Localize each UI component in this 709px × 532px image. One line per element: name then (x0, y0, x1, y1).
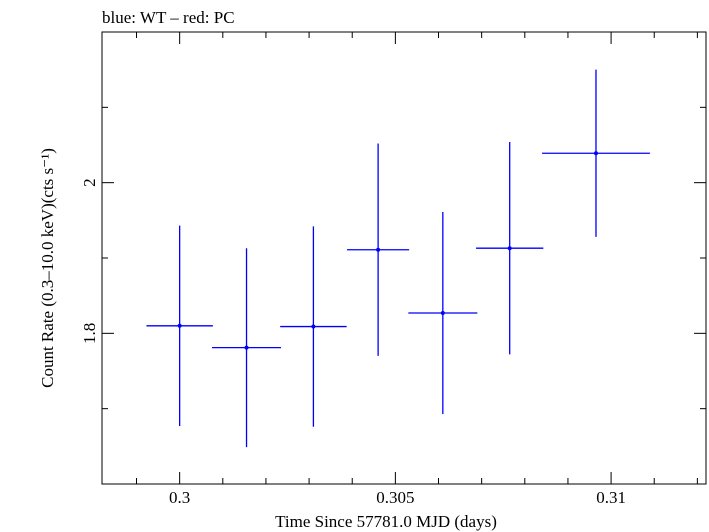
x-tick-label: 0.305 (376, 488, 414, 507)
y-tick-label: 1.8 (80, 323, 99, 344)
data-point (146, 225, 213, 426)
x-axis-label: Time Since 57781.0 MJD (days) (275, 512, 497, 531)
axis-ticks (102, 32, 706, 484)
point-marker (177, 323, 182, 328)
chart-title: blue: WT – red: PC (102, 8, 235, 27)
x-tick-label: 0.31 (596, 488, 626, 507)
point-marker (376, 247, 381, 252)
point-marker (507, 246, 512, 251)
point-marker (311, 324, 316, 329)
data-point (212, 248, 282, 448)
y-tick-label: 2 (80, 178, 99, 187)
data-point (347, 143, 410, 356)
data-point (476, 141, 544, 355)
plot-frame (101, 31, 707, 485)
point-marker (244, 345, 249, 350)
x-tick-label: 0.3 (169, 488, 190, 507)
data-points (146, 69, 650, 448)
axis-tick-labels: 0.3 0.305 0.31 1.8 2 (80, 178, 626, 507)
data-point (542, 69, 650, 237)
point-marker (593, 151, 598, 156)
data-point (280, 226, 347, 427)
data-point (408, 212, 478, 414)
y-axis-label: Count Rate (0.3–10.0 keV)(cts s⁻¹) (38, 148, 57, 388)
point-marker (440, 310, 445, 315)
